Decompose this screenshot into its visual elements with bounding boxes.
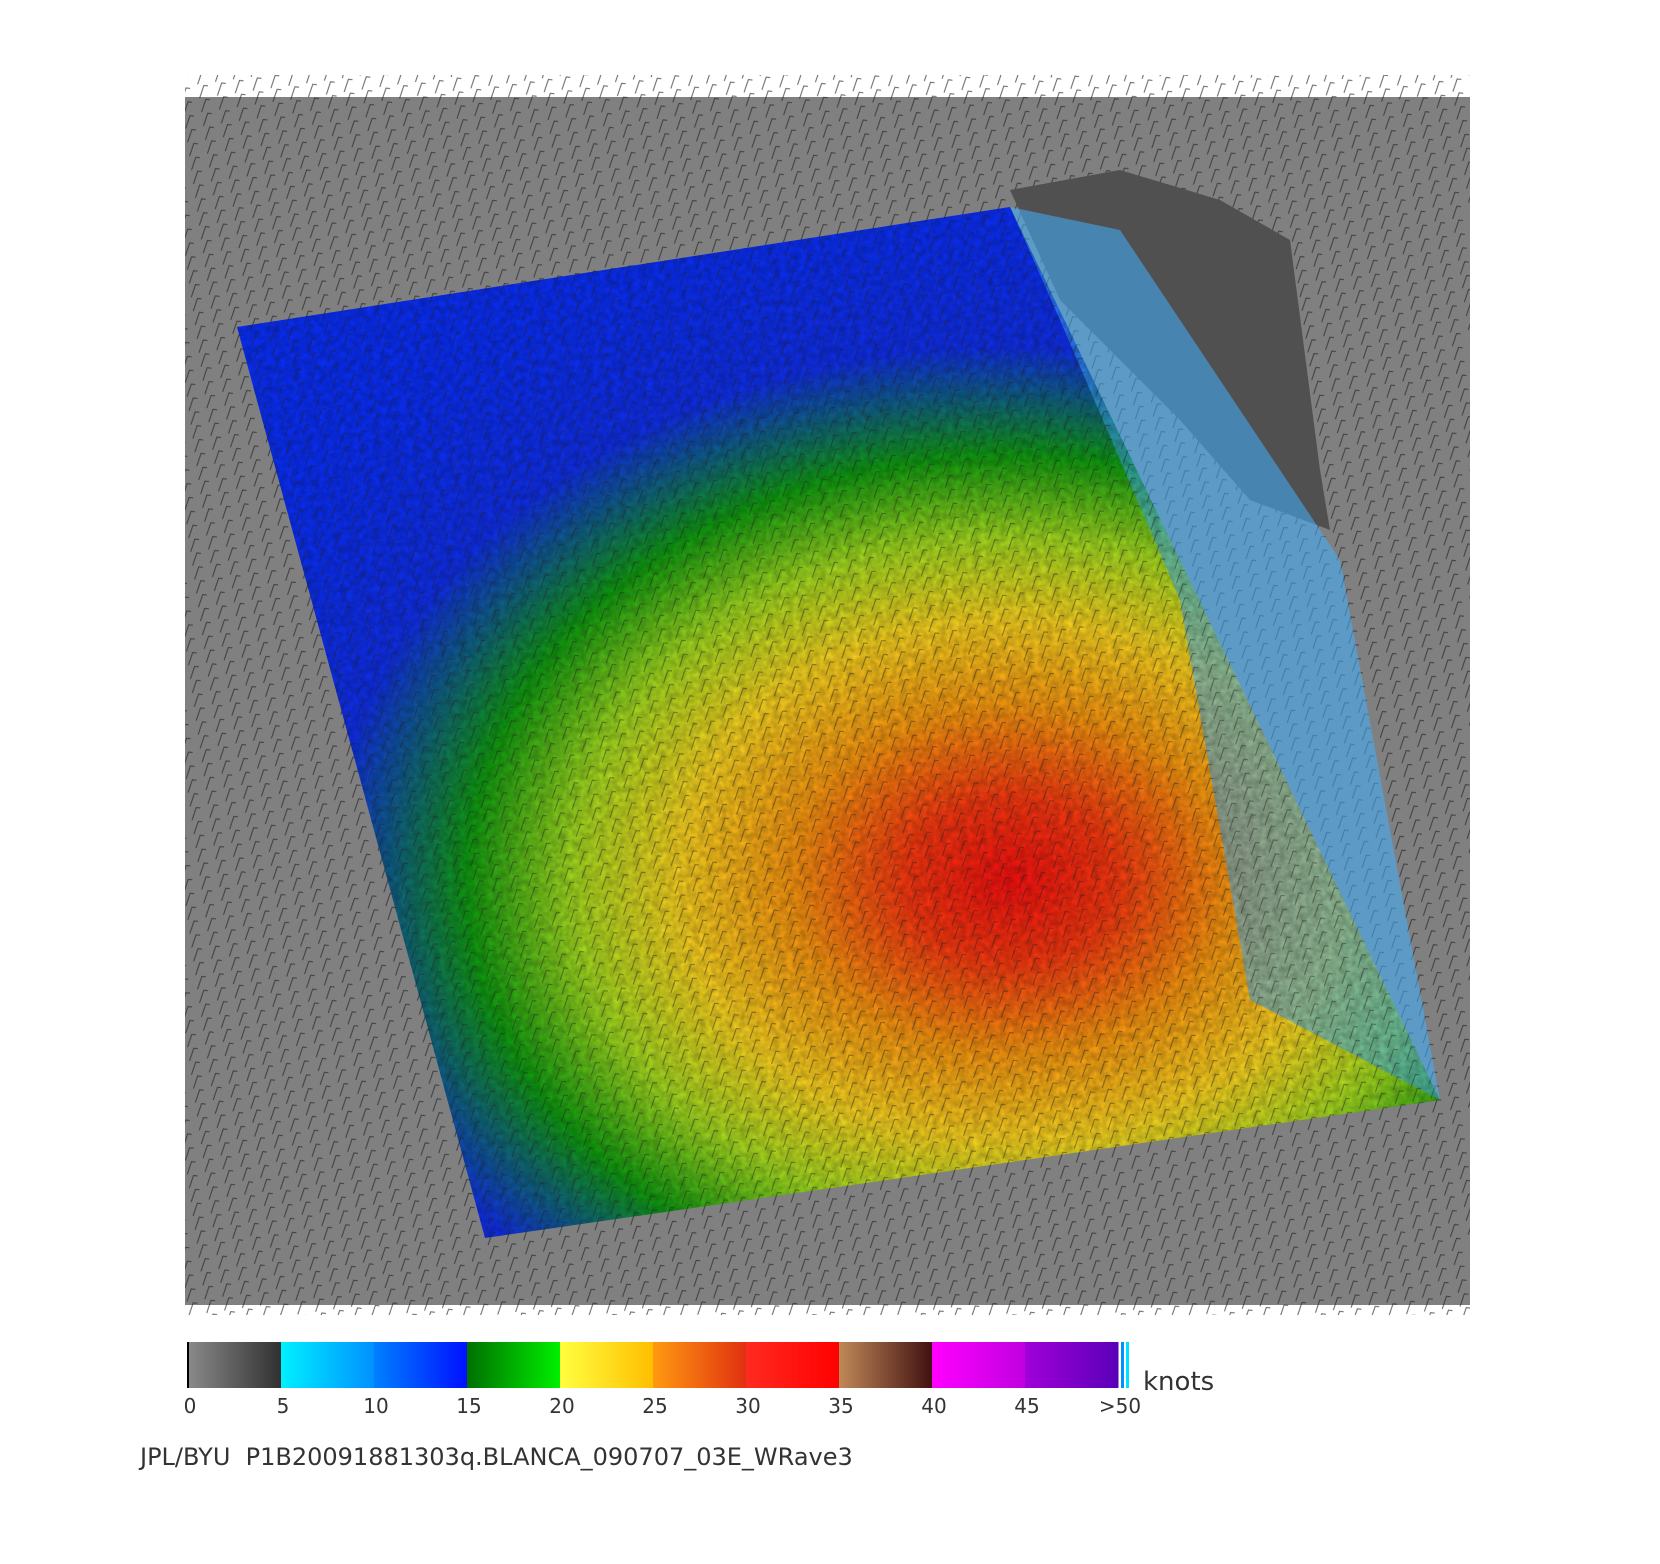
colorbar-segment: [653, 1342, 747, 1388]
colorbar-tick-label: 20: [549, 1394, 574, 1418]
colorbar-segment: [560, 1342, 654, 1388]
colorbar-tick-label: 45: [1014, 1394, 1039, 1418]
wind-field-barbs: [237, 207, 1440, 1238]
colorbar-segment: [467, 1342, 561, 1388]
colorbar-segment: [839, 1342, 933, 1388]
map: [185, 75, 1470, 1315]
colorbar-segment: [281, 1342, 375, 1388]
colorbar-tick-label: 5: [277, 1394, 290, 1418]
footer: JPL/BYU P1B20091881303q.BLANCA_090707_03…: [138, 1443, 853, 1471]
colorbar-tick-label: 35: [828, 1394, 853, 1418]
colorbar-segment: [932, 1342, 1026, 1388]
colorbar-over: [1121, 1342, 1124, 1388]
colorbar-segment: [188, 1342, 282, 1388]
colorbar-tick-label: 0: [184, 1394, 197, 1418]
colorbar-segment: [1025, 1342, 1119, 1388]
colorbar-segment: [746, 1342, 840, 1388]
colorbar-tick-label: >50: [1099, 1394, 1141, 1418]
colorbar-tick-label: 10: [363, 1394, 388, 1418]
colorbar-tick-label: 15: [456, 1394, 481, 1418]
colorbar-tick-label: 40: [921, 1394, 946, 1418]
colorbar-unit: knots: [1143, 1367, 1214, 1397]
colorbar: 0 5 10 15 20 25 30 35 40 45 >50: [184, 1342, 1141, 1418]
colorbar-tick-label: 30: [735, 1394, 760, 1418]
colorbar-tick-label: 25: [642, 1394, 667, 1418]
colorbar-over: [1126, 1342, 1129, 1388]
colorbar-segment: [374, 1342, 468, 1388]
